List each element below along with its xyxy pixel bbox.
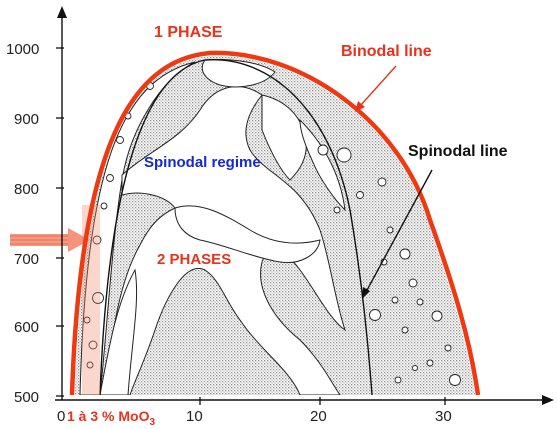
x-tick-label: 20 xyxy=(310,408,327,425)
spinodal-pointer-arrow xyxy=(362,169,433,299)
binodal-curve xyxy=(69,50,481,396)
y-tick-label: 900 xyxy=(14,111,39,128)
spinodal-line-label: Spinodal line xyxy=(408,143,508,160)
spinodal-curve xyxy=(99,59,373,396)
y-tick-label: 500 xyxy=(14,389,39,406)
x-tick-label: 30 xyxy=(435,408,452,425)
droplets xyxy=(83,82,461,386)
y-tick-marks xyxy=(56,47,64,397)
composition-band xyxy=(82,205,100,395)
y-tick-label: 1000 xyxy=(6,41,39,58)
binodal-line-label: Binodal line xyxy=(341,43,432,60)
y-tick-label: 600 xyxy=(14,319,39,336)
x-tick-label: 10 xyxy=(186,408,203,425)
temperature-arrow xyxy=(10,228,90,252)
one-phase-label: 1 PHASE xyxy=(154,24,223,41)
y-tick-label: 800 xyxy=(14,181,39,198)
binodal-pointer-arrow xyxy=(355,65,397,112)
x-tick-marks xyxy=(199,397,446,405)
composition-label: 1 à 3 % MoO3 xyxy=(67,408,155,428)
axes xyxy=(55,6,554,405)
x-tick-label: 0 xyxy=(57,408,65,425)
spinodal-structure xyxy=(79,59,346,395)
two-phases-label: 2 PHASES xyxy=(157,251,231,268)
y-tick-label: 700 xyxy=(14,251,39,268)
spinodal-regime-label: Spinodal regime xyxy=(144,154,261,171)
